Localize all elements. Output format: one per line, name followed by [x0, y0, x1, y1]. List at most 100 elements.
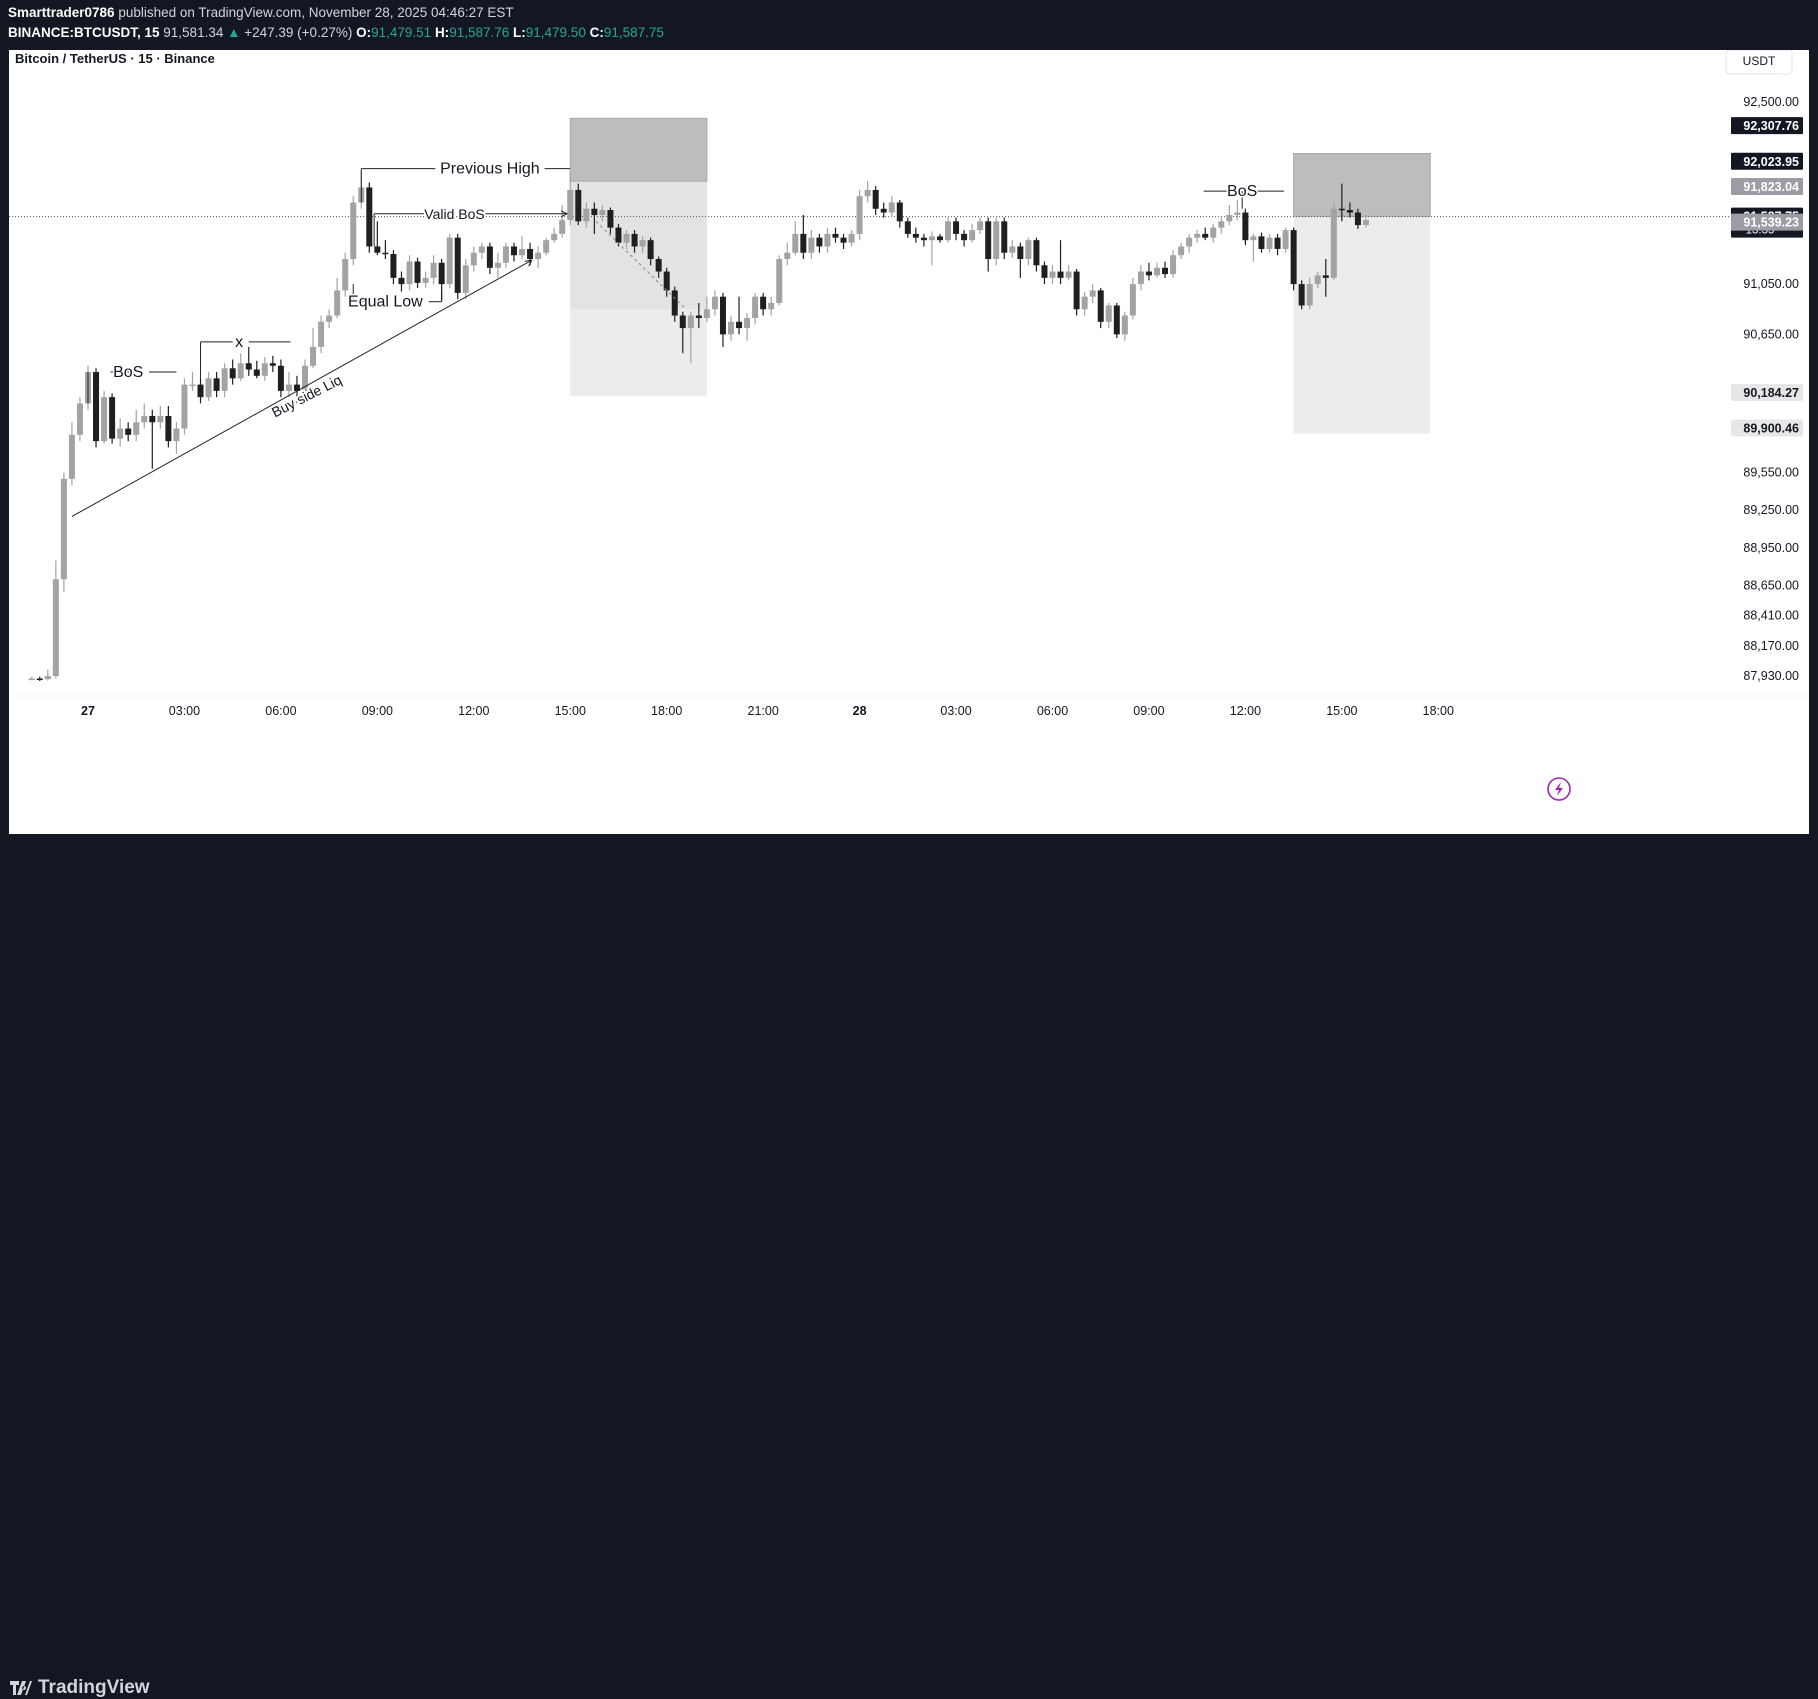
candle-body	[133, 422, 140, 435]
tradingview-logo-icon	[10, 1681, 32, 1695]
candle-body	[543, 240, 550, 253]
candle-body	[1354, 212, 1361, 226]
y-axis-tick-label: 92,500.00	[1743, 95, 1799, 109]
chart-title: Bitcoin / TetherUS · 15 · Binance	[15, 51, 215, 66]
candle-body	[253, 369, 260, 376]
candle-body	[189, 384, 196, 387]
candle-body	[631, 233, 638, 247]
candle-body	[928, 236, 935, 241]
candle-body	[502, 246, 509, 263]
candle-body	[848, 233, 855, 243]
candle-body	[1194, 233, 1201, 238]
publish-date: published on TradingView.com, November 2…	[118, 5, 514, 20]
candle-body	[149, 416, 156, 423]
candle-body	[1226, 215, 1233, 222]
price-label: 92,307.76	[1743, 119, 1799, 133]
candle-body	[446, 237, 453, 285]
open-value: 91,479.51	[371, 25, 432, 40]
candle-body	[1202, 233, 1209, 238]
candle-body	[687, 315, 694, 329]
lightning-icon	[1547, 777, 1571, 801]
candle-body	[703, 309, 710, 319]
author-name[interactable]: Smarttrader0786	[8, 5, 115, 20]
candle-body	[1250, 236, 1257, 241]
candle-body	[390, 253, 397, 278]
x-axis-tick-label: 09:00	[1133, 704, 1164, 718]
annotation-label: x	[235, 334, 243, 351]
candle-body	[623, 233, 630, 243]
candle-body	[334, 290, 341, 316]
candle-body	[920, 237, 927, 241]
candle-body	[1001, 221, 1008, 253]
candle-body	[293, 384, 300, 391]
y-axis-tick-label: 89,250.00	[1743, 503, 1799, 517]
y-axis-tick-label: 88,410.00	[1743, 609, 1799, 623]
close-label: C:	[589, 25, 604, 40]
candle-body	[462, 265, 469, 293]
candle-body	[382, 252, 389, 255]
candle-body	[615, 227, 622, 243]
candle-body	[438, 262, 445, 285]
candle-body	[470, 252, 477, 266]
arrow-head-icon	[560, 210, 569, 218]
y-axis-tick-label: 88,170.00	[1743, 639, 1799, 653]
candle-body	[695, 315, 702, 319]
candle-body	[1057, 271, 1064, 278]
candle-body	[784, 252, 791, 260]
x-axis-tick-label: 03:00	[940, 704, 971, 718]
candle-body	[816, 237, 823, 247]
candle-body	[165, 416, 172, 442]
annotation-label: BoS	[113, 364, 143, 381]
zone-box	[570, 309, 707, 396]
candle-body	[1017, 246, 1024, 260]
candle-body	[912, 233, 919, 238]
candle-body	[1178, 246, 1185, 256]
candle-body	[237, 363, 244, 379]
candle-body	[302, 365, 309, 391]
candle-body	[101, 397, 108, 442]
candle-body	[728, 321, 734, 335]
candle-body	[744, 318, 751, 329]
currency-button-label[interactable]: USDT	[1743, 54, 1776, 68]
candle-body	[60, 478, 67, 580]
candle-body	[671, 290, 678, 316]
x-axis-tick-label: 15:00	[1326, 704, 1357, 718]
chart-panel[interactable]: BoS x Previous High Valid BoS Equal Low Buy s…	[9, 49, 1809, 834]
y-axis-tick-label: 87,930.00	[1743, 669, 1799, 683]
candle-body	[326, 315, 333, 322]
x-axis-tick-label: 21:00	[748, 704, 779, 718]
candle-body	[221, 368, 228, 391]
zone-box	[1293, 216, 1431, 434]
candle-body	[157, 416, 164, 423]
price-label: 91,823.04	[1743, 180, 1799, 194]
publish-info: Smarttrader0786 published on TradingView…	[8, 5, 514, 20]
candle-body	[269, 363, 276, 366]
currency-button	[1725, 49, 1793, 75]
candle-body	[824, 233, 831, 247]
annotation-label: Previous High	[440, 161, 540, 178]
low-label: L:	[513, 25, 526, 40]
candle-body	[1145, 271, 1152, 276]
candle-body	[567, 189, 574, 221]
candle-body	[768, 302, 775, 310]
last-price: 91,581.34	[163, 25, 224, 40]
candle-body	[1330, 208, 1337, 278]
y-axis-tick-label: 88,650.00	[1743, 579, 1799, 593]
candle-body	[639, 240, 646, 247]
candle-body	[1081, 296, 1088, 310]
candle-body	[599, 210, 606, 216]
x-axis-tick-label: 27	[81, 704, 95, 718]
x-axis-tick-label: 18:00	[1423, 704, 1454, 718]
candle-body	[1009, 246, 1016, 253]
zone-box	[1293, 153, 1431, 217]
candle-body	[864, 189, 871, 197]
tradingview-logo[interactable]: TradingView	[10, 1677, 150, 1699]
candle-body	[1097, 290, 1104, 322]
candle-body	[1362, 220, 1369, 226]
candle-body	[173, 428, 180, 442]
candle-body	[245, 363, 252, 370]
price-label: 89,900.46	[1743, 422, 1799, 436]
candle-body	[872, 189, 879, 209]
candle-body	[936, 236, 943, 241]
